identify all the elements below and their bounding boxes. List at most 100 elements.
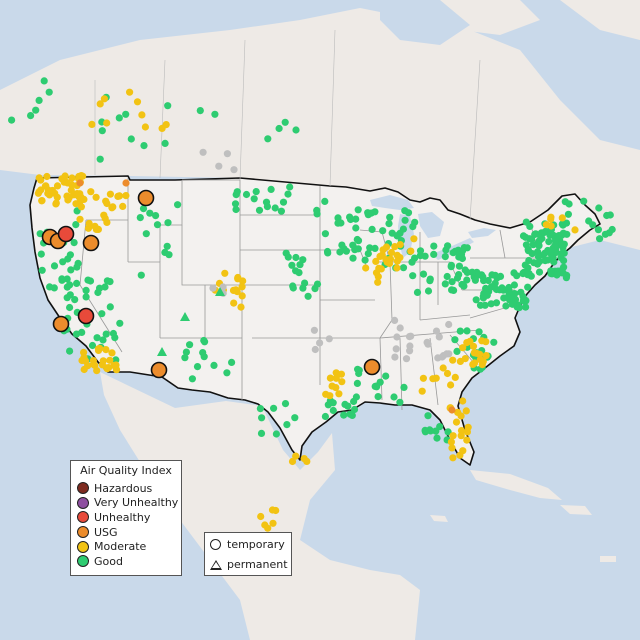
station-marker <box>42 182 50 190</box>
station-marker <box>182 348 190 356</box>
station-marker <box>535 268 544 276</box>
station-marker <box>558 266 566 274</box>
station-marker <box>350 397 358 406</box>
station-marker <box>153 221 162 229</box>
station-marker <box>219 283 227 291</box>
station-marker <box>594 226 603 234</box>
station-marker <box>89 357 97 365</box>
high-aqi-station-marker <box>77 307 95 325</box>
station-marker <box>325 335 333 343</box>
station-marker <box>321 412 329 421</box>
station-marker <box>338 378 346 386</box>
station-marker <box>443 369 452 378</box>
legend-label: temporary <box>227 538 285 551</box>
canada-province-borders <box>94 29 481 221</box>
station-marker <box>374 278 382 286</box>
station-marker <box>346 410 354 418</box>
station-marker <box>269 519 277 527</box>
legend-entry-hazardous: Hazardous <box>71 481 181 496</box>
station-marker <box>354 365 362 373</box>
station-marker <box>94 346 103 354</box>
station-marker <box>137 271 145 279</box>
station-marker <box>502 302 510 310</box>
station-marker <box>375 264 383 272</box>
station-marker <box>277 207 285 215</box>
station-marker <box>464 423 472 431</box>
station-marker <box>427 427 435 435</box>
station-marker <box>342 247 350 255</box>
station-marker <box>472 296 480 304</box>
station-marker <box>68 181 76 189</box>
station-marker <box>353 379 361 387</box>
station-marker <box>164 102 172 110</box>
station-marker <box>353 235 361 244</box>
station-marker <box>108 204 116 212</box>
station-marker <box>199 148 207 156</box>
station-marker <box>37 250 45 258</box>
station-marker <box>82 286 90 294</box>
station-marker <box>275 124 283 133</box>
station-marker <box>481 301 489 309</box>
station-marker <box>186 341 194 349</box>
station-marker <box>200 353 208 361</box>
station-marker <box>140 142 148 150</box>
high-aqi-station-marker <box>82 234 100 252</box>
station-marker <box>482 352 490 360</box>
station-marker <box>571 226 579 234</box>
monitoring-stations <box>8 77 616 532</box>
station-marker <box>447 261 455 269</box>
station-marker <box>258 414 266 422</box>
station-marker <box>449 249 457 257</box>
station-marker <box>96 100 104 108</box>
station-marker <box>112 356 120 364</box>
station-marker <box>165 251 173 259</box>
station-marker <box>289 284 297 292</box>
station-marker <box>400 383 408 391</box>
station-marker <box>449 432 457 440</box>
station-marker <box>439 364 447 372</box>
station-marker <box>461 266 469 274</box>
station-marker <box>88 120 96 128</box>
station-marker <box>230 299 238 307</box>
lake-ontario <box>468 228 496 238</box>
station-marker <box>46 283 54 291</box>
station-marker <box>209 284 217 292</box>
station-marker <box>459 447 467 455</box>
station-marker <box>390 393 398 401</box>
station-marker <box>409 272 417 280</box>
station-marker <box>98 361 106 369</box>
station-marker <box>424 340 432 348</box>
station-marker <box>606 211 614 219</box>
station-marker <box>410 235 418 243</box>
good-swatch <box>77 555 89 568</box>
high-aqi-station-marker <box>363 358 381 376</box>
station-marker <box>385 220 393 228</box>
station-marker <box>462 407 470 415</box>
legend-label: Good <box>94 554 123 568</box>
station-marker <box>77 203 85 211</box>
station-marker <box>457 427 466 435</box>
station-marker <box>311 345 319 354</box>
station-marker <box>382 243 391 251</box>
station-marker <box>82 293 90 301</box>
station-marker <box>282 249 290 257</box>
station-marker <box>303 457 311 465</box>
station-marker <box>349 254 357 262</box>
station-marker <box>60 176 69 184</box>
station-marker <box>459 344 467 352</box>
station-marker <box>228 358 236 366</box>
hazardous-swatch <box>77 482 89 495</box>
station-marker <box>163 242 171 250</box>
site-type-legend: temporary permanent <box>204 532 292 576</box>
station-marker <box>408 258 416 266</box>
station-marker <box>547 267 555 275</box>
station-marker <box>453 347 461 355</box>
station-marker <box>80 195 88 203</box>
station-marker <box>421 252 429 260</box>
station-marker <box>67 266 75 274</box>
station-marker <box>122 192 130 200</box>
station-marker <box>580 197 588 205</box>
station-marker <box>488 271 496 279</box>
station-marker <box>487 300 495 308</box>
station-marker <box>242 190 251 199</box>
